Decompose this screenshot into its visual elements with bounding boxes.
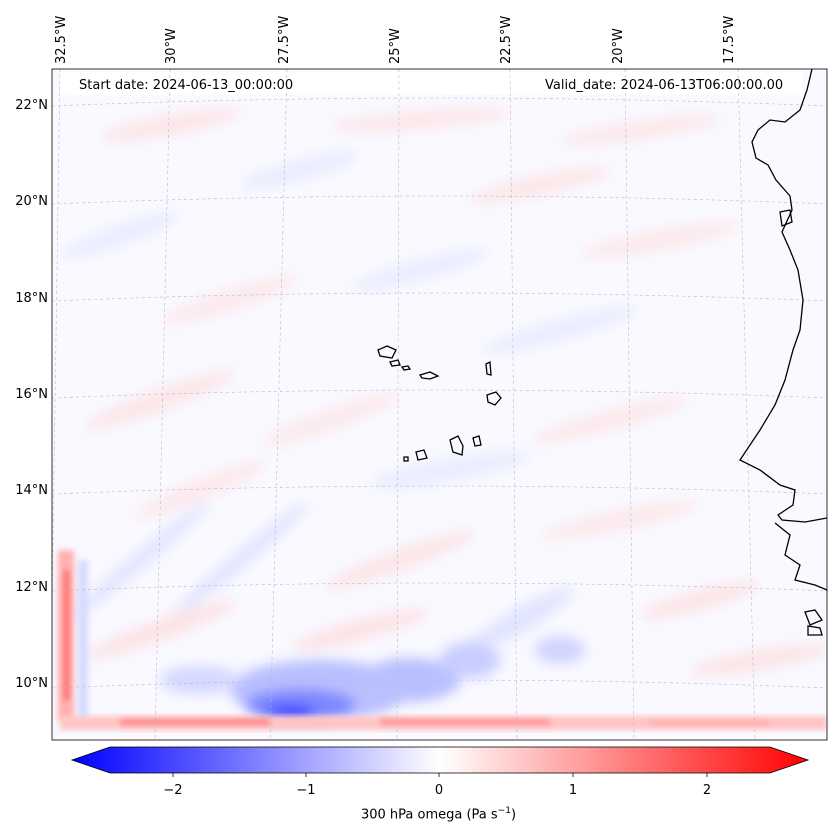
colorbar-tick-label: 0 bbox=[434, 783, 444, 798]
lat-label: 10°N bbox=[15, 676, 48, 691]
colorbar-title-main: 300 hPa omega (Pa s bbox=[360, 807, 498, 823]
lon-label: 20°W bbox=[611, 28, 626, 64]
lon-label: 32.5°W bbox=[54, 15, 69, 64]
coastlines bbox=[377, 69, 827, 636]
lat-label: 14°N bbox=[15, 483, 48, 498]
start-date-label: Start date: 2024-06-13_00:00:00 bbox=[79, 78, 294, 93]
lon-label: 17.5°W bbox=[722, 15, 737, 64]
colorbar-title-end: ) bbox=[510, 807, 517, 823]
lon-label: 25°W bbox=[388, 28, 403, 64]
colorbar-tick-label: −1 bbox=[296, 783, 316, 798]
colorbar bbox=[70, 746, 810, 777]
colorbar-tick-label: 1 bbox=[568, 783, 578, 798]
colorbar-title-exponent: −1 bbox=[497, 806, 511, 816]
colorbar-ticks bbox=[172, 773, 708, 777]
lon-label: 30°W bbox=[164, 28, 179, 64]
lat-label: 16°N bbox=[15, 387, 48, 402]
omega-field bbox=[58, 108, 827, 730]
gridlines bbox=[52, 69, 827, 740]
map-frame bbox=[51, 68, 828, 741]
lon-label: 22.5°W bbox=[499, 15, 514, 64]
lat-label: 18°N bbox=[15, 291, 48, 306]
lat-label: 12°N bbox=[15, 580, 48, 595]
header-strip bbox=[60, 71, 803, 95]
valid-date-label: Valid_date: 2024-06-13T06:00:00.00 bbox=[545, 78, 784, 93]
colorbar-tick-label: −2 bbox=[163, 783, 183, 798]
lat-label: 22°N bbox=[15, 98, 48, 113]
lat-label: 20°N bbox=[15, 194, 48, 209]
colorbar-tick-label: 2 bbox=[702, 783, 712, 798]
colorbar-title: 300 hPa omega (Pa s−1) bbox=[0, 806, 837, 822]
lon-label: 27.5°W bbox=[277, 15, 292, 64]
colorbar-bar bbox=[70, 746, 810, 774]
